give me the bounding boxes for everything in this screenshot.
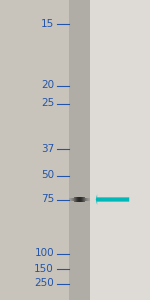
Bar xyxy=(73,198,74,201)
Bar xyxy=(71,198,72,201)
Bar xyxy=(82,197,83,202)
Bar xyxy=(78,197,79,202)
Bar xyxy=(77,197,78,202)
Bar xyxy=(88,198,89,201)
Bar xyxy=(89,198,90,201)
Bar xyxy=(73,198,74,201)
Bar xyxy=(85,198,86,201)
Bar xyxy=(87,198,88,201)
Text: 150: 150 xyxy=(34,263,54,274)
Bar xyxy=(70,198,71,201)
Bar xyxy=(72,198,73,201)
Text: 37: 37 xyxy=(41,143,54,154)
Bar xyxy=(79,197,80,202)
Bar xyxy=(74,197,75,202)
Bar xyxy=(83,197,84,202)
Bar xyxy=(79,197,80,202)
Text: 250: 250 xyxy=(34,278,54,289)
Bar xyxy=(90,0,150,300)
Bar xyxy=(74,197,75,202)
Text: 20: 20 xyxy=(41,80,54,91)
Bar xyxy=(71,198,72,201)
Bar xyxy=(0,0,69,300)
Bar xyxy=(76,197,77,202)
Bar xyxy=(81,197,82,202)
Bar xyxy=(80,197,81,202)
Bar xyxy=(77,197,78,202)
Text: 15: 15 xyxy=(41,19,54,29)
Bar xyxy=(83,197,84,202)
Text: 25: 25 xyxy=(41,98,54,109)
Bar xyxy=(80,197,81,202)
Bar xyxy=(84,197,85,202)
Bar xyxy=(75,197,76,202)
Bar xyxy=(86,198,87,201)
Bar xyxy=(69,0,90,300)
Bar xyxy=(89,198,90,201)
Text: 75: 75 xyxy=(41,194,54,205)
Text: 100: 100 xyxy=(34,248,54,259)
Bar xyxy=(86,198,87,201)
Bar xyxy=(69,198,70,201)
Text: 50: 50 xyxy=(41,170,54,181)
